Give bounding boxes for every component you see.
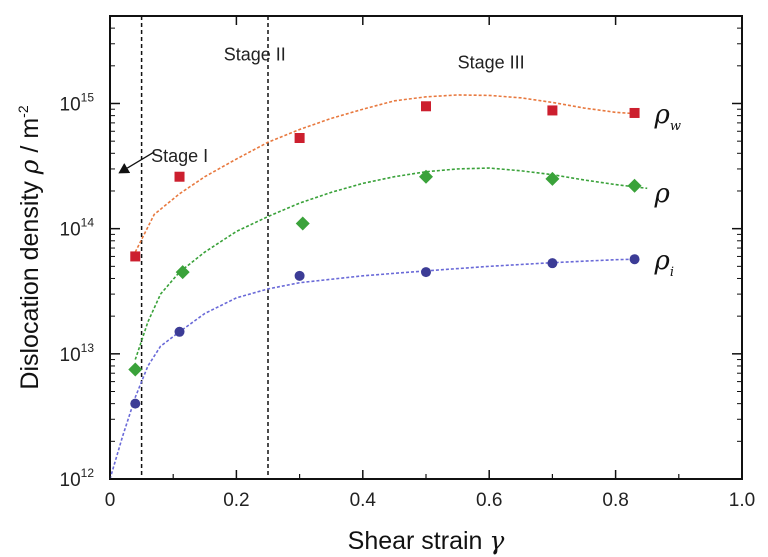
stage-label: Stage II	[224, 45, 286, 65]
data-point	[294, 133, 305, 144]
fit-curve	[134, 94, 635, 253]
series-symbol: ρ	[654, 246, 671, 276]
series-subscript: i	[670, 265, 674, 280]
x-tick-label: 0	[105, 490, 116, 511]
y-tick-base: 10	[60, 94, 81, 115]
y-tick-label: 1014	[60, 216, 95, 241]
data-point	[421, 267, 431, 278]
data-point	[629, 254, 640, 265]
data-point	[545, 171, 560, 186]
series-label: ρ	[654, 179, 671, 209]
series-label: ρi	[654, 246, 674, 280]
y-axis-title-text: Dislocation density	[16, 174, 44, 389]
fit-curve	[109, 258, 635, 480]
x-tick-label: 0.8	[602, 490, 628, 511]
x-axis-title-symbol: γ	[489, 526, 504, 555]
y-axis-title-exponent: -2	[15, 105, 31, 118]
axes-frame-layer	[109, 15, 743, 480]
y-tick-label: 1015	[60, 90, 95, 115]
y-axis-title-unit: / m	[16, 118, 44, 160]
data-point	[547, 105, 558, 116]
y-tick-label: 1013	[60, 341, 95, 366]
x-tick-label: 0.6	[476, 490, 502, 511]
y-tick-exponent: 13	[81, 341, 95, 355]
y-axis-title: Dislocation density ρ / m-2	[15, 105, 44, 389]
y-tick-exponent: 14	[81, 216, 95, 230]
data-point	[547, 258, 558, 269]
y-tick-label: 1012	[60, 466, 95, 491]
data-point	[421, 101, 431, 112]
y-tick-base: 10	[60, 470, 81, 491]
plot-frame	[109, 15, 743, 480]
x-tick-label: 1.0	[729, 490, 755, 511]
stage-arrow	[118, 151, 155, 174]
data-point	[174, 171, 185, 182]
x-axis-title: Shear strain γ	[348, 526, 505, 555]
data-point	[295, 216, 310, 231]
data-point	[128, 362, 143, 377]
series-label: ρw	[654, 100, 681, 134]
y-tick-base: 10	[60, 220, 81, 241]
fit-curve	[134, 167, 648, 360]
y-tick-exponent: 15	[81, 90, 95, 104]
data-point	[130, 398, 141, 409]
data-point	[174, 326, 185, 337]
x-tick-label: 0.2	[223, 490, 249, 511]
series-subscript: w	[670, 119, 681, 134]
data-point	[629, 107, 640, 118]
series-symbol: ρ	[654, 179, 671, 209]
stage-layer: Stage I Stage II Stage III	[118, 16, 525, 479]
data-point	[419, 169, 433, 184]
y-tick-base: 10	[60, 345, 81, 366]
data-point	[175, 265, 190, 280]
marker-layer	[128, 101, 642, 409]
data-point	[130, 251, 141, 262]
data-point	[294, 270, 305, 281]
series-symbol: ρ	[654, 100, 671, 130]
stage-label: Stage I	[151, 146, 208, 166]
x-axis-title-text: Shear strain	[348, 527, 490, 555]
x-tick-label: 0.4	[350, 490, 377, 511]
stage-label: Stage III	[458, 53, 525, 73]
data-point	[627, 178, 642, 193]
y-axis-title-symbol: ρ	[15, 159, 44, 175]
y-tick-exponent: 12	[81, 466, 95, 480]
